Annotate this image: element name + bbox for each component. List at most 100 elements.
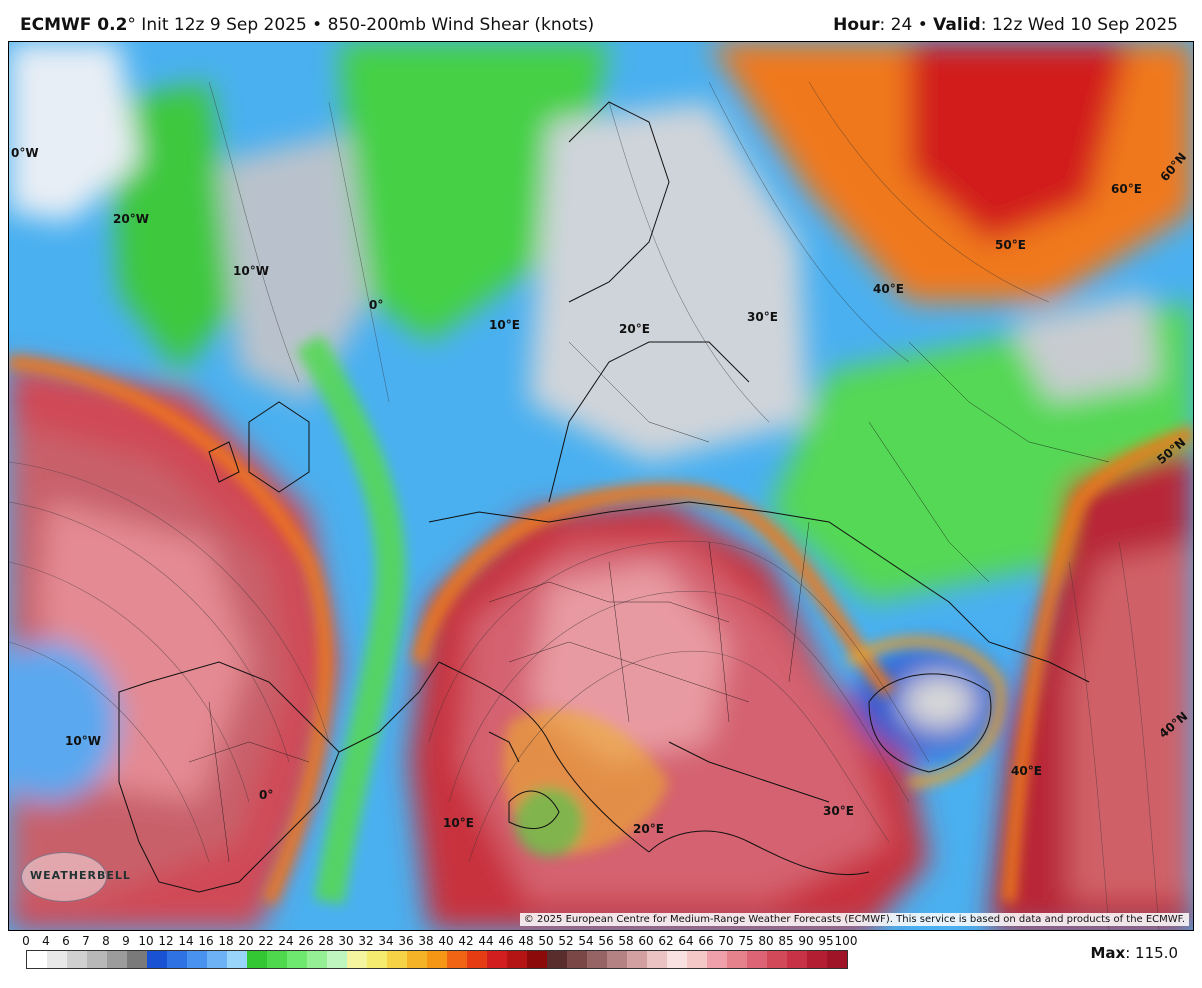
colorbar-swatch [87, 951, 107, 968]
colorbar-swatch [527, 951, 547, 968]
colorbar-swatch [507, 951, 527, 968]
colorbar-swatch [547, 951, 567, 968]
colorbar-tick-label: 42 [458, 934, 474, 948]
colorbar-swatch [127, 951, 147, 968]
colorbar-tick-label: 22 [258, 934, 274, 948]
colorbar-swatch [47, 951, 67, 968]
colorbar-swatch [327, 951, 347, 968]
colorbar-swatch [67, 951, 87, 968]
colorbar-tick-label: 100 [834, 934, 858, 948]
colorbar-tick-label: 14 [178, 934, 194, 948]
colorbar-swatch [607, 951, 627, 968]
colorbar-tick-label: 56 [598, 934, 614, 948]
colorbar-swatch [167, 951, 187, 968]
logo-text: WEATHERBELL [30, 869, 131, 882]
grid-label-lon: 0°W [11, 146, 39, 160]
colorbar-swatch [247, 951, 267, 968]
title-separator: • [306, 15, 328, 35]
grid-label-lon: 30°E [823, 804, 854, 818]
field-name: 850-200mb Wind Shear (knots) [327, 15, 595, 35]
valid-time: Hour: 24 • Valid: 12z Wed 10 Sep 2025 [833, 15, 1178, 35]
colorbar-tick-label: 18 [218, 934, 234, 948]
colorbar-swatch [287, 951, 307, 968]
init-time: Init 12z 9 Sep 2025 [135, 15, 307, 35]
colorbar-swatch [727, 951, 747, 968]
colorbar-tick-label: 85 [778, 934, 794, 948]
colorbar-swatch [147, 951, 167, 968]
wind-shear-map: 0°W 20°W 10°W 0° 10°E 20°E 30°E 40°E 50°… [8, 41, 1194, 931]
colorbar-swatch [807, 951, 827, 968]
grid-label-lon: 20°E [619, 322, 650, 336]
colorbar-tick-label: 64 [678, 934, 694, 948]
grid-label-lon: 10°W [65, 734, 101, 748]
max-label: Max [1090, 944, 1126, 962]
colorbar-tick-label: 26 [298, 934, 314, 948]
colorbar-tick-label: 12 [158, 934, 174, 948]
colorbar-tick-label: 95 [818, 934, 834, 948]
colorbar-tick-label: 80 [758, 934, 774, 948]
grid-label-lon: 40°E [1011, 764, 1042, 778]
colorbar-tick-label: 48 [518, 934, 534, 948]
grid-label-lon: 20°W [113, 212, 149, 226]
colorbar-tick-label: 28 [318, 934, 334, 948]
grid-label-lon: 30°E [747, 310, 778, 324]
hour-value: : 24 [879, 15, 913, 35]
model-name: ECMWF 0.2 [20, 15, 128, 35]
colorbar-tick-label: 60 [638, 934, 654, 948]
grid-label-lon: 60°E [1111, 182, 1142, 196]
colorbar-tick-label: 34 [378, 934, 394, 948]
colorbar-swatch [687, 951, 707, 968]
degree-symbol: ° [127, 15, 136, 35]
colorbar-tick-label: 16 [198, 934, 214, 948]
colorbar-swatch [407, 951, 427, 968]
grid-label-lon: 10°E [489, 318, 520, 332]
valid-value: : 12z Wed 10 Sep 2025 [980, 15, 1178, 35]
political-borders [188, 341, 1110, 863]
valid-separator: • [912, 15, 934, 35]
colorbar-tick-label: 4 [42, 934, 50, 948]
colorbar-ticks: 0 4 6 7 8 9 10 12 14 16 18 20 22 24 26 28 30 32 34 36 38 40 42… [22, 934, 926, 950]
colorbar-swatch [387, 951, 407, 968]
colorbar-tick-label: 90 [798, 934, 814, 948]
colorbar-tick-label: 9 [122, 934, 130, 948]
colorbar-swatch [627, 951, 647, 968]
colorbar-tick-label: 36 [398, 934, 414, 948]
colorbar-tick-label: 58 [618, 934, 634, 948]
colorbar-tick-label: 52 [558, 934, 574, 948]
colorbar-tick-label: 38 [418, 934, 434, 948]
colorbar-tick-label: 62 [658, 934, 674, 948]
colorbar-swatch [207, 951, 227, 968]
colorbar-tick-label: 44 [478, 934, 494, 948]
max-value: Max: 115.0 [1091, 944, 1179, 962]
grid-label-lon: 10°E [443, 816, 474, 830]
coastlines [118, 101, 1090, 893]
colorbar-swatch [647, 951, 667, 968]
colorbar-tick-label: 66 [698, 934, 714, 948]
grid-label-lon: 10°W [233, 264, 269, 278]
hour-label: Hour [833, 15, 880, 35]
colorbar-tick-label: 8 [102, 934, 110, 948]
colorbar-tick-label: 32 [358, 934, 374, 948]
colorbar-tick-label: 20 [238, 934, 254, 948]
grid-label-lon: 40°E [873, 282, 904, 296]
colorbar-tick-label: 30 [338, 934, 354, 948]
colorbar-tick-label: 70 [718, 934, 734, 948]
grid-label-lon: 0° [369, 298, 384, 312]
header-bar: ECMWF 0.2° Init 12z 9 Sep 2025 • 850-200… [0, 0, 1202, 40]
copyright-notice: © 2025 European Centre for Medium-Range … [519, 913, 1189, 926]
grid-label-lon: 20°E [633, 822, 664, 836]
colorbar-swatch [707, 951, 727, 968]
grid-label-lon: 50°E [995, 238, 1026, 252]
grid-label-lon: 0° [259, 788, 274, 802]
colorbar-tick-label: 7 [82, 934, 90, 948]
colorbar-tick-label: 24 [278, 934, 294, 948]
colorbar-swatch [467, 951, 487, 968]
colorbar-swatch [747, 951, 767, 968]
colorbar-tick-label: 46 [498, 934, 514, 948]
colorbar-tick-label: 75 [738, 934, 754, 948]
map-title: ECMWF 0.2° Init 12z 9 Sep 2025 • 850-200… [20, 15, 594, 35]
colorbar-tick-label: 50 [538, 934, 554, 948]
colorbar-swatch [787, 951, 807, 968]
colorbar-swatch [587, 951, 607, 968]
colorbar-tick-label: 10 [138, 934, 154, 948]
